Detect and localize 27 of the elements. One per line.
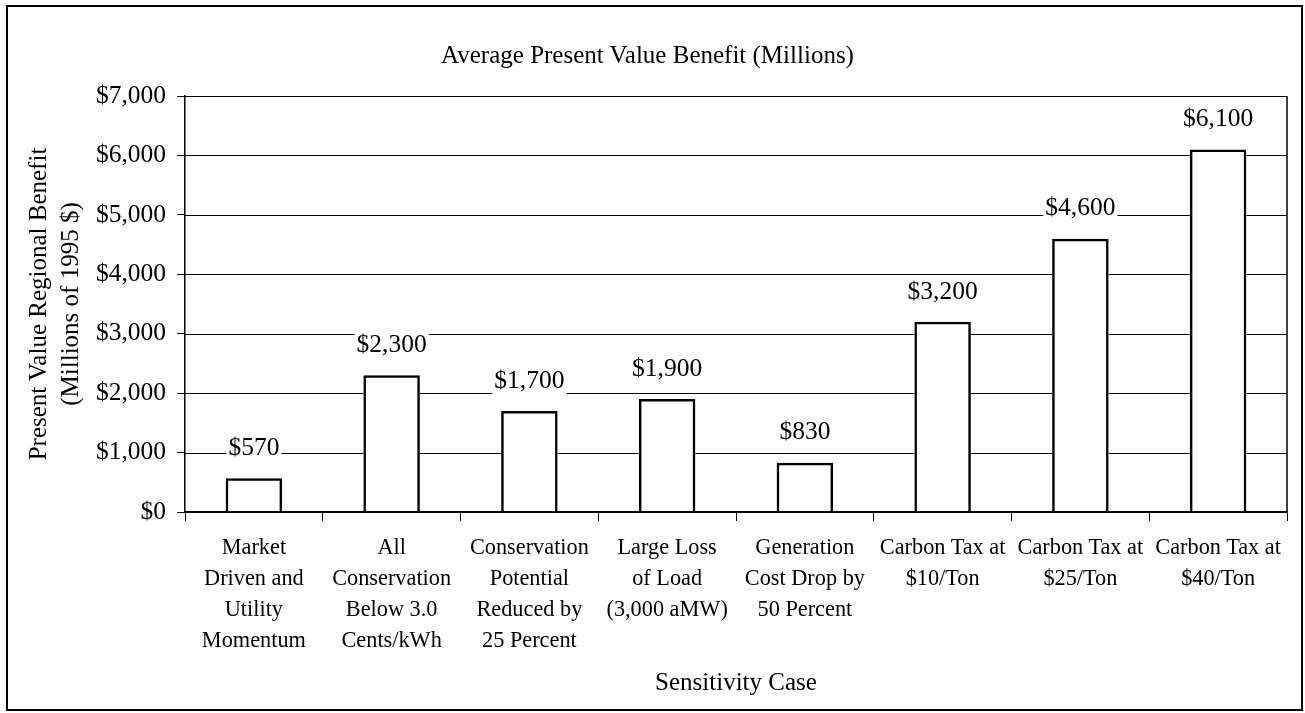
x-tick-label: Carbon Tax at $25/Ton	[1017, 534, 1144, 591]
x-tick-label: Carbon Tax at $10/Ton	[879, 534, 1007, 591]
x-tick-label: Carbon Tax at $40/Ton	[1155, 534, 1282, 591]
y-tick-label: $2,000	[95, 376, 166, 406]
data-label: $830	[779, 416, 831, 446]
y-axis-title: Present Value Regional Benefit (Millions of 1995 $)	[23, 147, 85, 461]
y-tick-label: $5,000	[95, 198, 166, 228]
y-tick-label: $1,000	[95, 436, 166, 466]
x-tick-label: Large Loss of Load (3,000 aMW)	[606, 534, 728, 621]
x-tick-label: Generation Cost Drop by 50 Percent	[744, 534, 866, 621]
x-tick-label: Market Driven and Utility Momentum	[201, 534, 306, 652]
data-label: $2,300	[356, 329, 427, 359]
y-tick-label: $7,000	[95, 79, 166, 109]
y-tick-label: $6,000	[95, 139, 166, 169]
data-label: $1,700	[494, 364, 565, 394]
data-label: $570	[228, 431, 280, 461]
x-tick-label: All Conservation Below 3.0 Cents/kWh	[332, 534, 452, 652]
data-label: $4,600	[1045, 192, 1116, 222]
data-label: $3,200	[907, 275, 978, 305]
data-label: $1,900	[632, 352, 703, 382]
x-axis-title: Sensitivity Case	[655, 667, 817, 695]
y-tick-label: $0	[140, 495, 166, 525]
chart-title: Average Present Value Benefit (Millions)	[441, 40, 854, 69]
y-tick-label: $4,000	[95, 257, 166, 287]
x-tick-label: Conservation Potential Reduced by 25 Percent	[469, 534, 589, 652]
y-tick-label: $3,000	[95, 317, 166, 347]
data-label: $6,100	[1183, 103, 1254, 133]
